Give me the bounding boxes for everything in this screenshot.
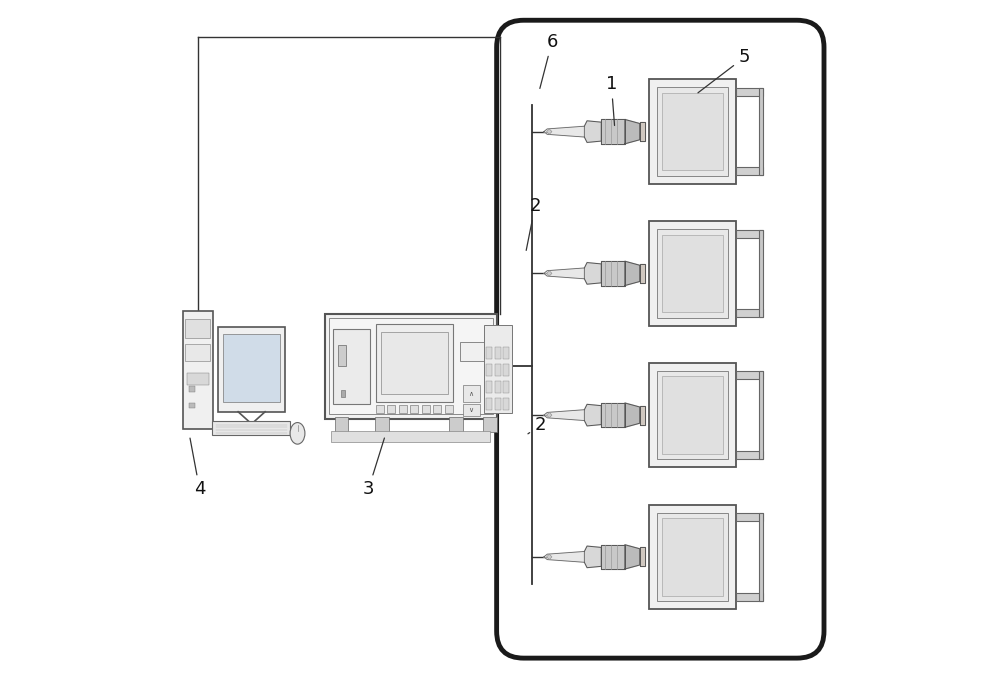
FancyBboxPatch shape xyxy=(657,513,728,601)
FancyBboxPatch shape xyxy=(185,344,210,361)
FancyBboxPatch shape xyxy=(495,364,501,376)
FancyBboxPatch shape xyxy=(648,363,736,467)
FancyBboxPatch shape xyxy=(736,451,763,459)
FancyBboxPatch shape xyxy=(331,431,490,442)
FancyBboxPatch shape xyxy=(338,345,346,366)
FancyBboxPatch shape xyxy=(484,325,512,413)
FancyBboxPatch shape xyxy=(449,417,463,432)
FancyBboxPatch shape xyxy=(495,398,501,410)
FancyBboxPatch shape xyxy=(187,373,209,385)
Polygon shape xyxy=(601,261,625,286)
Text: 2: 2 xyxy=(526,197,541,250)
Polygon shape xyxy=(584,404,601,426)
FancyBboxPatch shape xyxy=(662,235,723,312)
FancyBboxPatch shape xyxy=(333,329,370,404)
Polygon shape xyxy=(601,119,625,144)
FancyBboxPatch shape xyxy=(495,347,501,359)
FancyBboxPatch shape xyxy=(486,364,492,376)
FancyBboxPatch shape xyxy=(648,505,736,610)
Polygon shape xyxy=(544,410,584,421)
Polygon shape xyxy=(640,122,645,141)
FancyBboxPatch shape xyxy=(657,230,728,318)
FancyBboxPatch shape xyxy=(399,405,407,413)
FancyBboxPatch shape xyxy=(657,371,728,460)
Polygon shape xyxy=(584,263,601,284)
FancyBboxPatch shape xyxy=(495,381,501,393)
FancyBboxPatch shape xyxy=(486,347,492,359)
FancyBboxPatch shape xyxy=(759,230,763,317)
FancyBboxPatch shape xyxy=(503,381,509,393)
FancyBboxPatch shape xyxy=(503,398,509,410)
Text: ∨: ∨ xyxy=(468,407,474,412)
FancyBboxPatch shape xyxy=(422,405,430,413)
Polygon shape xyxy=(544,126,584,137)
Polygon shape xyxy=(625,403,640,427)
Polygon shape xyxy=(544,551,584,562)
FancyBboxPatch shape xyxy=(185,319,210,338)
FancyBboxPatch shape xyxy=(335,417,348,432)
FancyBboxPatch shape xyxy=(324,314,497,418)
FancyBboxPatch shape xyxy=(648,80,736,184)
FancyBboxPatch shape xyxy=(387,405,395,413)
Text: 3: 3 xyxy=(363,438,384,498)
FancyBboxPatch shape xyxy=(736,88,763,96)
FancyBboxPatch shape xyxy=(736,230,763,238)
FancyBboxPatch shape xyxy=(662,377,723,454)
FancyBboxPatch shape xyxy=(433,405,441,413)
Polygon shape xyxy=(625,261,640,286)
FancyBboxPatch shape xyxy=(483,417,497,432)
FancyBboxPatch shape xyxy=(223,334,280,402)
FancyBboxPatch shape xyxy=(648,221,736,326)
FancyBboxPatch shape xyxy=(218,327,285,412)
FancyBboxPatch shape xyxy=(189,386,195,391)
FancyBboxPatch shape xyxy=(736,513,763,521)
FancyBboxPatch shape xyxy=(212,421,290,435)
FancyBboxPatch shape xyxy=(329,318,493,414)
FancyBboxPatch shape xyxy=(460,342,485,361)
FancyBboxPatch shape xyxy=(662,518,723,596)
Text: 4: 4 xyxy=(190,438,205,498)
FancyBboxPatch shape xyxy=(657,87,728,176)
Text: 1: 1 xyxy=(606,76,617,126)
Polygon shape xyxy=(584,121,601,142)
FancyBboxPatch shape xyxy=(759,371,763,459)
Text: 6: 6 xyxy=(540,33,558,88)
Polygon shape xyxy=(625,119,640,144)
FancyBboxPatch shape xyxy=(341,390,345,397)
Polygon shape xyxy=(544,268,584,279)
Text: 5: 5 xyxy=(698,49,750,93)
FancyBboxPatch shape xyxy=(376,405,384,413)
FancyBboxPatch shape xyxy=(463,385,480,402)
FancyBboxPatch shape xyxy=(183,310,213,429)
Ellipse shape xyxy=(290,423,305,444)
FancyBboxPatch shape xyxy=(662,93,723,170)
FancyBboxPatch shape xyxy=(736,309,763,317)
Polygon shape xyxy=(640,547,645,566)
Text: 2: 2 xyxy=(528,416,546,434)
FancyBboxPatch shape xyxy=(736,593,763,601)
Polygon shape xyxy=(601,545,625,569)
Text: ∧: ∧ xyxy=(468,391,474,396)
FancyBboxPatch shape xyxy=(375,417,389,432)
FancyBboxPatch shape xyxy=(376,324,453,402)
FancyBboxPatch shape xyxy=(486,398,492,410)
FancyBboxPatch shape xyxy=(497,20,824,658)
FancyBboxPatch shape xyxy=(445,405,453,413)
Polygon shape xyxy=(640,264,645,283)
Polygon shape xyxy=(640,406,645,425)
FancyBboxPatch shape xyxy=(381,332,448,394)
FancyBboxPatch shape xyxy=(736,167,763,176)
FancyBboxPatch shape xyxy=(486,381,492,393)
FancyBboxPatch shape xyxy=(463,404,480,416)
FancyBboxPatch shape xyxy=(503,364,509,376)
FancyBboxPatch shape xyxy=(503,347,509,359)
FancyBboxPatch shape xyxy=(410,405,418,413)
Polygon shape xyxy=(625,545,640,569)
FancyBboxPatch shape xyxy=(736,371,763,379)
Polygon shape xyxy=(601,403,625,427)
Polygon shape xyxy=(584,546,601,568)
FancyBboxPatch shape xyxy=(759,513,763,601)
FancyBboxPatch shape xyxy=(759,88,763,176)
FancyBboxPatch shape xyxy=(189,403,195,408)
